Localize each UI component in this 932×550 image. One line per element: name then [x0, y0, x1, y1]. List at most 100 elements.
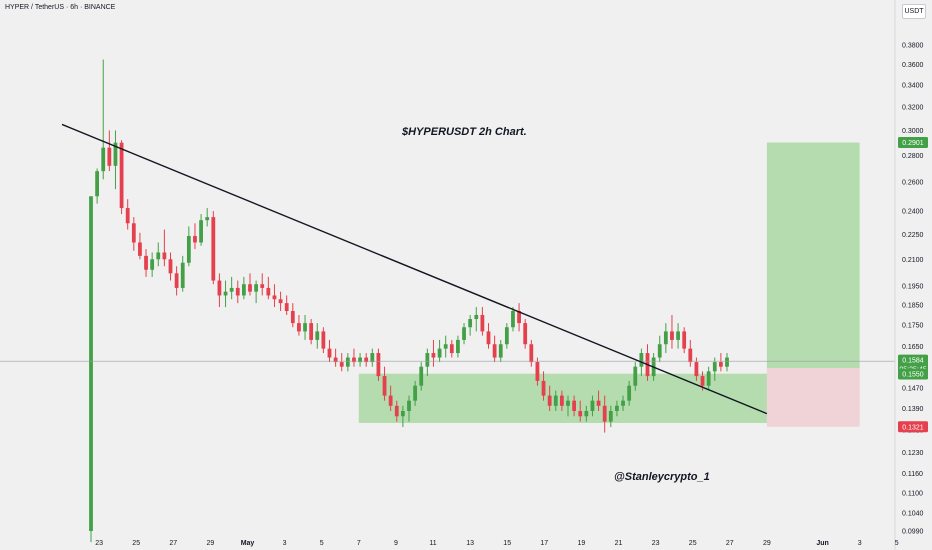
candle-body	[382, 376, 387, 396]
candle-body	[131, 223, 136, 243]
candle-body	[670, 331, 674, 340]
symbol-header: HYPER / TetherUS · 6h · BINANCE	[5, 4, 116, 11]
candle-body	[407, 400, 411, 411]
candle-body	[474, 314, 479, 320]
time-tick-label: 17	[540, 540, 548, 547]
candle	[89, 196, 93, 543]
candle-body	[394, 405, 399, 417]
candle	[315, 323, 320, 349]
price-tick-label: 0.3400	[902, 83, 924, 90]
candle	[492, 335, 497, 363]
candle-body	[156, 252, 161, 260]
candle	[376, 348, 381, 381]
lines-layer	[0, 123, 895, 415]
time-tick-label: 29	[207, 540, 215, 547]
candle	[633, 362, 638, 391]
candle	[541, 371, 546, 401]
price-axis[interactable]: 0.3800 0.3600 0.3400 0.3200 0.3000 0.2800 0.26…	[894, 0, 924, 550]
candle-body	[358, 357, 362, 363]
candle	[254, 280, 259, 304]
candle-body	[284, 303, 289, 311]
candle-body	[199, 220, 203, 243]
price-label-text: 0.2901	[902, 140, 924, 147]
candle-body	[590, 400, 595, 411]
candle	[241, 276, 246, 300]
candle	[688, 339, 693, 367]
candle-body	[174, 273, 179, 288]
candle-body	[339, 362, 344, 367]
candle	[174, 266, 179, 296]
candle-body	[608, 410, 613, 422]
price-label-bg	[898, 354, 928, 366]
candle	[382, 366, 387, 401]
candle-body	[248, 284, 252, 292]
candle-body	[541, 380, 546, 396]
candle-body	[633, 366, 638, 386]
candle-body	[547, 395, 552, 406]
time-tick-label: 3	[858, 540, 862, 547]
candle	[529, 339, 534, 367]
candle	[327, 339, 332, 363]
price-tick-label: 0.1390	[902, 406, 924, 413]
candle-body	[327, 348, 332, 358]
candle-body	[511, 310, 515, 328]
candle-body	[700, 376, 705, 386]
candle-body	[321, 331, 326, 349]
candle	[511, 307, 515, 332]
candle	[553, 390, 558, 411]
candle-body	[462, 327, 466, 340]
zones-layer	[358, 142, 860, 427]
candle-body	[657, 344, 662, 358]
candle-body	[95, 171, 100, 197]
price-tick-label: 0.1750	[902, 323, 924, 330]
time-tick-label: 21	[615, 540, 623, 547]
time-axis[interactable]: 23 25 27 29 May 3 5 7 9 11 13 15 17 19 21 23 25 27 29 Jun 3 5	[95, 540, 899, 547]
candle	[596, 390, 601, 411]
stop-loss-zone	[766, 368, 860, 427]
candle-body	[504, 327, 509, 345]
candle	[431, 339, 436, 367]
candle-body	[260, 284, 265, 288]
candle	[504, 323, 509, 349]
time-tick-label: 19	[578, 540, 586, 547]
candle	[578, 400, 583, 422]
candle	[388, 385, 393, 411]
candle	[566, 395, 570, 417]
time-tick-label: 5	[320, 540, 324, 547]
candle	[443, 335, 448, 358]
candle-body	[101, 147, 106, 172]
candle	[358, 353, 362, 367]
candles-layer	[89, 59, 729, 543]
candle	[266, 276, 271, 300]
candle-body	[107, 147, 112, 166]
price-tick-label: 0.1950	[902, 284, 924, 291]
candle	[425, 348, 430, 377]
price-tick-label: 0.2400	[902, 209, 924, 216]
candle	[407, 395, 411, 422]
candle-body	[278, 299, 283, 304]
candle-body	[718, 362, 723, 367]
price-tick-label: 0.2100	[902, 257, 924, 264]
candle-body	[370, 353, 375, 363]
candle-body	[615, 405, 619, 411]
candle-body	[419, 366, 424, 386]
price-label-tag: 0.1321	[898, 421, 928, 433]
candle	[284, 295, 289, 315]
candle	[468, 314, 473, 336]
candle-body	[529, 344, 534, 363]
currency-button[interactable]: USDT	[902, 4, 926, 19]
candle	[339, 353, 344, 372]
candle-body	[241, 284, 246, 296]
candle-body	[553, 395, 558, 406]
candle	[682, 327, 687, 354]
candle-body	[217, 280, 222, 296]
candle	[186, 226, 191, 267]
price-tick-label: 0.3800	[902, 43, 924, 50]
candle-body	[352, 357, 356, 363]
candle	[413, 380, 418, 406]
time-tick-label: 27	[169, 540, 177, 547]
candle	[437, 339, 442, 363]
candle	[364, 353, 369, 367]
